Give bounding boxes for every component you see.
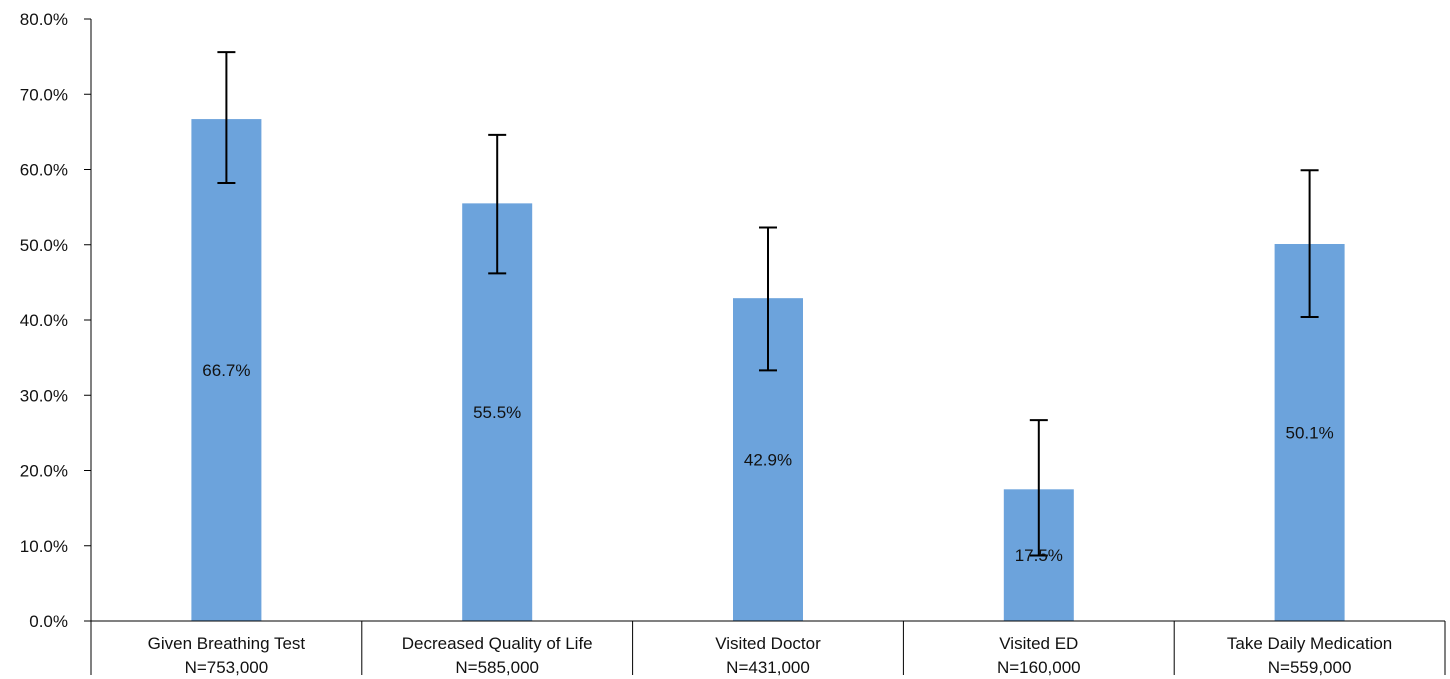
data-label: 42.9% [744, 451, 792, 470]
data-label: 17.5% [1015, 546, 1063, 565]
error-bar [1300, 169, 1319, 318]
x-tick-label: Take Daily Medication [1227, 634, 1392, 653]
x-tick-label: Visited ED [999, 634, 1078, 653]
data-labels: 66.7% 55.5% 42.9% 17.5% 50.1% [202, 361, 1333, 565]
x-axis: Given Breathing Test N=753,000 Decreased Q… [90, 620, 1446, 677]
data-label: 55.5% [473, 403, 521, 422]
data-label: 50.1% [1285, 423, 1333, 442]
y-axis: 0.0% 10.0% 20.0% 30.0% 40.0% 50.0% 60.0% 70.0% 8… [20, 10, 92, 631]
y-tick-label: 30.0% [20, 386, 68, 405]
data-label: 66.7% [202, 361, 250, 380]
x-tick-label: Given Breathing Test [148, 634, 306, 653]
error-bar [1029, 419, 1048, 557]
y-tick-label: 50.0% [20, 236, 68, 255]
y-tick-label: 60.0% [20, 161, 68, 180]
error-bars [217, 51, 1319, 557]
x-tick-label: Decreased Quality of Life [402, 634, 593, 653]
y-tick-label: 70.0% [20, 85, 68, 104]
x-tick-sublabel: N=160,000 [997, 658, 1081, 677]
bars [191, 119, 1345, 622]
error-bar [217, 51, 236, 185]
error-bar [759, 226, 777, 372]
bar [191, 119, 262, 622]
x-tick-label: Visited Doctor [715, 634, 821, 653]
x-tick-sublabel: N=559,000 [1268, 658, 1352, 677]
x-tick-sublabel: N=431,000 [726, 658, 810, 677]
y-tick-label: 80.0% [20, 10, 68, 29]
x-tick-sublabel: N=753,000 [185, 658, 269, 677]
y-tick-label: 40.0% [20, 311, 68, 330]
x-tick-sublabel: N=585,000 [455, 658, 539, 677]
y-tick-label: 10.0% [20, 537, 68, 556]
y-tick-label: 0.0% [29, 612, 68, 631]
error-bar [488, 133, 507, 275]
y-tick-label: 20.0% [20, 462, 68, 481]
